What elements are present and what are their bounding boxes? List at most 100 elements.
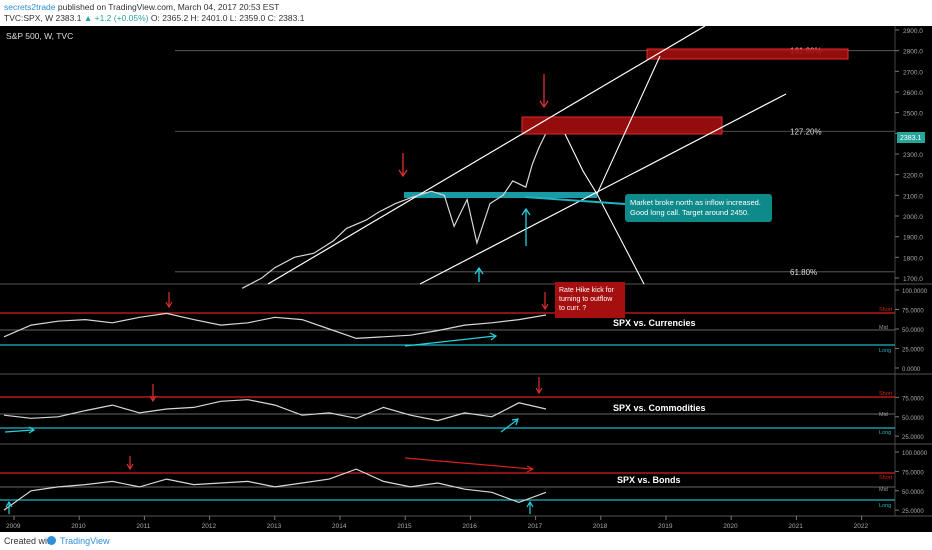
time-tick-label: 2011 bbox=[136, 523, 150, 530]
currencies-oscillator-line[interactable] bbox=[3, 312, 547, 340]
osc-tick-label: 50.0000 bbox=[902, 490, 924, 496]
bonds-divergence-line bbox=[404, 457, 533, 470]
commodities-title: SPX vs. Commodities bbox=[613, 403, 706, 413]
currencies-axis: 100.0000 75.0000 50.0000 25.0000 0.0000 bbox=[895, 289, 928, 373]
currencies-short-label: Short bbox=[879, 307, 893, 313]
currencies-pane[interactable]: 100.0000 75.0000 50.0000 25.0000 0.0000 Shor… bbox=[0, 282, 928, 373]
time-tick-label: 2009 bbox=[6, 523, 21, 530]
time-axis: 2009 2010 2011 2012 2013 2014 2015 2016 2017 2018… bbox=[6, 516, 868, 530]
price-tick-label: 2500.0 bbox=[903, 111, 923, 118]
fib-level-label: 127.20% bbox=[790, 127, 822, 136]
price-tick-label: 2700.0 bbox=[903, 69, 923, 76]
currencies-title: SPX vs. Currencies bbox=[613, 318, 696, 328]
price-tick-label: 2800.0 bbox=[903, 49, 923, 56]
commodities-short-label: Short bbox=[879, 391, 893, 397]
commodities-left-arrowhead bbox=[28, 426, 36, 434]
time-tick-label: 2015 bbox=[397, 523, 412, 530]
ohlc-values: O: 2365.2 H: 2401.0 L: 2359.0 C: 2383.1 bbox=[148, 13, 305, 23]
osc-tick-label: 25.0000 bbox=[902, 435, 924, 441]
rate-hike-line-2: turning to outflow bbox=[559, 296, 613, 303]
price-tick-label: 1900.0 bbox=[903, 235, 923, 242]
price-tick-label: 2100.0 bbox=[903, 193, 923, 200]
time-tick-label: 2012 bbox=[202, 523, 217, 530]
chart-footer: Created with TradingView bbox=[0, 532, 932, 550]
time-tick-label: 2013 bbox=[267, 523, 282, 530]
rate-hike-text: Rate Hike kick for turning to outflow to… bbox=[559, 287, 616, 312]
main-title: S&P 500, W, TVC bbox=[6, 31, 73, 41]
up-arrow-1 bbox=[521, 207, 531, 246]
osc-tick-label: 50.0000 bbox=[902, 328, 924, 334]
osc-tick-label: 100.0000 bbox=[902, 451, 928, 457]
currencies-trend-arrow bbox=[404, 335, 496, 347]
callout-pointer bbox=[524, 196, 626, 205]
price-tick-label: 2200.0 bbox=[903, 173, 923, 180]
currencies-long-label: Long bbox=[879, 348, 891, 354]
channel-mid-line[interactable] bbox=[419, 93, 787, 285]
bonds-divergence-arrowhead bbox=[526, 465, 535, 473]
price-change: ▲ +1.2 (+0.05%) bbox=[81, 13, 149, 23]
time-tick-label: 2014 bbox=[332, 523, 347, 530]
tradingview-link[interactable]: TradingView bbox=[60, 536, 110, 546]
down-arrow-2 bbox=[539, 74, 549, 109]
commodities-oscillator-line[interactable] bbox=[3, 399, 547, 422]
projection-path-up[interactable] bbox=[564, 55, 661, 196]
commodities-up-arrowhead bbox=[511, 418, 519, 426]
price-axis-panel bbox=[895, 26, 932, 516]
bonds-up-arrow-2 bbox=[526, 500, 534, 514]
callout-box[interactable] bbox=[625, 194, 772, 222]
time-tick-label: 2010 bbox=[71, 523, 86, 530]
up-arrow-2 bbox=[474, 266, 484, 282]
bonds-axis: 100.0000 75.0000 50.0000 25.0000 bbox=[895, 451, 928, 515]
time-tick-label: 2021 bbox=[788, 523, 803, 530]
target-zone-161[interactable] bbox=[646, 48, 849, 60]
created-with-label: Created with bbox=[4, 536, 55, 546]
price-line[interactable] bbox=[241, 134, 546, 289]
commodities-down-arrow-1 bbox=[149, 384, 157, 403]
commodities-axis: 75.0000 50.0000 25.0000 bbox=[895, 396, 924, 441]
currencies-mid-label: Mid bbox=[879, 325, 888, 331]
osc-tick-label: 0.0000 bbox=[902, 367, 921, 373]
rate-hike-line-3: to curr. ? bbox=[559, 305, 586, 312]
resistance-zone-127[interactable] bbox=[521, 116, 723, 135]
support-zone[interactable] bbox=[404, 192, 597, 198]
price-tick-label: 2600.0 bbox=[903, 90, 923, 97]
price-tick-label: 2300.0 bbox=[903, 152, 923, 159]
osc-tick-label: 25.0000 bbox=[902, 348, 924, 354]
bonds-title: SPX vs. Bonds bbox=[617, 475, 681, 485]
time-tick-label: 2019 bbox=[658, 523, 673, 530]
time-tick-label: 2020 bbox=[723, 523, 738, 530]
publish-line: secrets2trade published on TradingView.c… bbox=[4, 2, 279, 12]
osc-tick-label: 75.0000 bbox=[902, 396, 924, 402]
currencies-trend-arrowhead bbox=[489, 332, 498, 341]
bonds-up-arrow-1 bbox=[5, 500, 13, 514]
rate-hike-callout[interactable] bbox=[555, 282, 625, 318]
callout-text-line-1: Market broke north as inflow increased. bbox=[630, 198, 761, 207]
chart-canvas[interactable]: S&P 500, W, TVC 2900.0 2800.0 2700.0 2600.0… bbox=[0, 26, 932, 532]
price-tick-label: 2000.0 bbox=[903, 214, 923, 221]
commodities-mid-label: Mid bbox=[879, 412, 888, 418]
projection-path-down[interactable] bbox=[596, 193, 645, 285]
time-tick-label: 2017 bbox=[528, 523, 543, 530]
time-tick-label: 2022 bbox=[854, 523, 869, 530]
callout-text: Market broke north as inflow increased. … bbox=[630, 198, 763, 217]
price-tick-label: 1800.0 bbox=[903, 255, 923, 262]
commodities-pane[interactable]: 75.0000 50.0000 25.0000 Short Mid Long SPX… bbox=[0, 377, 924, 441]
bonds-oscillator-line[interactable] bbox=[3, 468, 547, 511]
channel-upper-line[interactable] bbox=[267, 26, 706, 285]
time-tick-label: 2018 bbox=[593, 523, 608, 530]
commodities-down-arrow-2 bbox=[535, 377, 543, 395]
main-pane[interactable]: S&P 500, W, TVC 2900.0 2800.0 2700.0 2600.0… bbox=[6, 26, 925, 289]
currencies-down-arrow-2 bbox=[541, 292, 549, 311]
price-tick-label: 1700.0 bbox=[903, 276, 923, 283]
osc-tick-label: 25.0000 bbox=[902, 509, 924, 515]
commodities-left-arrow bbox=[4, 429, 34, 433]
time-tick-label: 2016 bbox=[462, 523, 477, 530]
bonds-mid-label: Mid bbox=[879, 487, 888, 493]
fib-level-label: 61.80% bbox=[790, 268, 817, 277]
author-link[interactable]: secrets2trade bbox=[4, 2, 56, 12]
bonds-down-arrow-1 bbox=[126, 456, 134, 471]
osc-tick-label: 75.0000 bbox=[902, 309, 924, 315]
callout-text-line-2: Good long call. Target around 2450. bbox=[630, 208, 749, 217]
chart-header: secrets2trade published on TradingView.c… bbox=[0, 0, 932, 26]
